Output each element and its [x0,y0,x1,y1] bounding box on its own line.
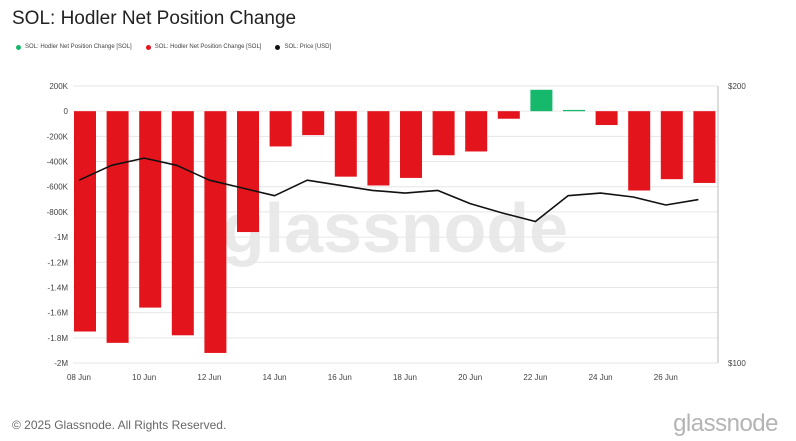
legend-item-price[interactable]: SOL: Price [USD] [275,44,331,50]
axes: 200K 0 -200K -400K -600K -800K -1M -1.2M -1.4M -1… [47,82,747,382]
legend-item-negative[interactable]: SOL: Hodler Net Position Change [SOL] [145,44,262,50]
bar [497,111,520,119]
bar [302,111,325,136]
bar [106,111,129,343]
bar [432,111,455,156]
copyright: © 2025 Glassnode. All Rights Reserved. [12,418,227,432]
y-tick-label: -1M [54,233,68,242]
x-tick-label: 08 Jun [67,373,91,382]
bar [530,89,553,112]
bar [367,111,390,186]
x-tick-label: 16 Jun [328,373,352,382]
legend-dot-icon [145,44,151,50]
y-tick-label: -1.4M [48,283,69,292]
bars [74,89,716,353]
brand-logo: glassnode [673,410,778,437]
bar [693,111,716,183]
y-tick-label: -1.8M [48,334,69,343]
bar [74,111,96,332]
y-tick-label: -1.2M [48,258,69,267]
bar [563,109,585,112]
x-tick-label: 12 Jun [197,373,221,382]
x-tick-label: 24 Jun [589,373,613,382]
legend-dot-icon [16,44,21,50]
legend-dot-icon [275,44,281,50]
bar [204,111,227,353]
y-tick-label: -200K [47,132,69,141]
bar [334,111,357,177]
bar [269,111,292,147]
y-tick-label: -600K [47,183,69,192]
y-right-tick-label: $200 [728,82,746,91]
y-tick-label: -1.6M [48,309,69,318]
bar [237,111,259,233]
x-tick-label: 26 Jun [654,373,678,382]
price-series [78,157,699,223]
page-title: SOL: Hodler Net Position Change [12,8,297,29]
bar [139,111,162,308]
watermark: glassnode [222,189,568,267]
bar [628,111,651,191]
x-tick-label: 20 Jun [458,373,482,382]
y-tick-label: 0 [64,107,69,116]
y-right-tick-label: $100 [728,359,746,368]
legend-item-positive[interactable]: SOL: Hodler Net Position Change [SOL] [16,44,132,50]
y-tick-label: -2M [54,359,68,368]
legend-label: SOL: Hodler Net Position Change [SOL] [154,44,262,50]
legend: SOL: Hodler Net Position Change [SOL] SO… [16,44,331,50]
bar [595,111,618,126]
x-tick-label: 14 Jun [263,373,287,382]
x-tick-label: 22 Jun [523,373,547,382]
bar [400,111,422,178]
x-tick-label: 10 Jun [132,373,156,382]
y-tick-label: 200K [49,82,68,91]
y-tick-label: -400K [47,158,69,167]
y-tick-label: -800K [47,208,69,217]
x-tick-label: 18 Jun [393,373,417,382]
legend-label: SOL: Hodler Net Position Change [SOL] [25,44,132,50]
bar [660,111,683,180]
bar [465,111,488,152]
bar [171,111,194,336]
price-line [78,157,699,223]
legend-label: SOL: Price [USD] [284,44,332,50]
